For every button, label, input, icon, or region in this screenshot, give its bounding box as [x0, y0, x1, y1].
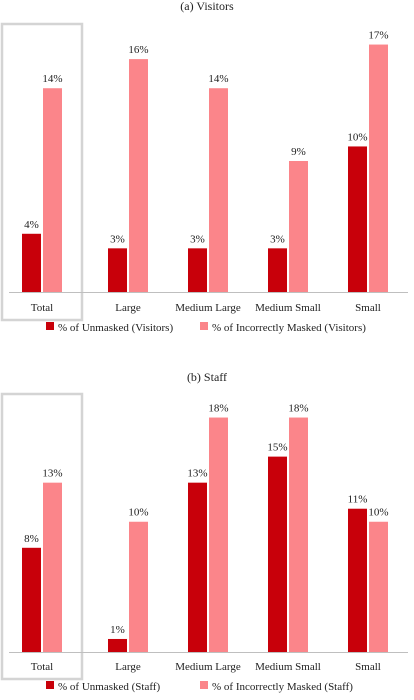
chart-2-data-label-incorrect-4: 10% — [368, 507, 388, 519]
chart-1-bar-incorrect-3 — [289, 161, 308, 292]
chart-1-legend-label-incorrect: % of Incorrectly Masked (Visitors) — [212, 322, 366, 334]
chart-1-tick-label-4: Small — [355, 302, 381, 314]
chart-1-title: (a) Visitors — [180, 0, 234, 13]
chart-2-bar-incorrect-0 — [43, 482, 62, 652]
chart-2-legend-swatch-unmasked — [46, 681, 54, 689]
chart-2-data-label-unmasked-4: 11% — [348, 494, 368, 506]
chart-1-highlight-box — [0, 22, 84, 322]
chart-2-legend-swatch-incorrect — [200, 681, 208, 689]
chart-1-data-label-incorrect-1: 16% — [128, 44, 148, 56]
chart-1-legend-swatch-unmasked — [46, 322, 54, 330]
chart-2-tick-label-3: Medium Small — [255, 661, 321, 673]
chart-1-data-label-incorrect-3: 9% — [291, 146, 306, 158]
chart-2-bar-incorrect-2 — [209, 417, 228, 652]
chart-1-data-label-unmasked-0: 4% — [24, 219, 39, 231]
chart-2-data-label-incorrect-2: 18% — [208, 403, 228, 415]
chart-2-data-label-unmasked-1: 1% — [110, 624, 125, 636]
chart-1-data-label-incorrect-0: 14% — [42, 73, 62, 85]
chart-2-data-label-incorrect-0: 13% — [42, 468, 62, 480]
chart-2-data-label-unmasked-0: 8% — [24, 533, 39, 545]
chart-2-bar-unmasked-4 — [348, 508, 367, 652]
chart-1-tick-label-2: Medium Large — [175, 302, 241, 314]
chart-1-data-label-unmasked-3: 3% — [270, 233, 285, 245]
chart-1-bar-unmasked-1 — [108, 248, 127, 292]
chart-1-tick-label-0: Total — [31, 302, 53, 314]
chart-1-bar-incorrect-1 — [129, 59, 148, 292]
chart-2-data-label-incorrect-3: 18% — [288, 403, 308, 415]
chart-1-legend-swatch-incorrect — [200, 322, 208, 330]
chart-1-data-label-unmasked-2: 3% — [190, 233, 205, 245]
chart-2-title: (b) Staff — [187, 370, 227, 384]
chart-1-legend-label-unmasked: % of Unmasked (Visitors) — [58, 322, 173, 334]
chart-2-tick-label-4: Small — [355, 661, 381, 673]
chart-1-bar-incorrect-0 — [43, 88, 62, 292]
chart-2-bar-unmasked-0 — [22, 547, 41, 652]
chart-1-bar-unmasked-0 — [22, 233, 41, 292]
chart-1-bar-unmasked-4 — [348, 146, 367, 292]
chart-1-data-label-incorrect-2: 14% — [208, 73, 228, 85]
chart-2-bar-incorrect-3 — [289, 417, 308, 652]
chart-2-tick-label-1: Large — [115, 661, 141, 673]
chart-1-bar-unmasked-3 — [268, 248, 287, 292]
chart-1-bar-incorrect-2 — [209, 88, 228, 292]
chart-2-tick-label-0: Total — [31, 661, 53, 673]
chart-1-bar-unmasked-2 — [188, 248, 207, 292]
chart-2-legend-label-unmasked: % of Unmasked (Staff) — [58, 681, 160, 693]
chart-1-tick-label-1: Large — [115, 302, 141, 314]
chart-1-data-label-unmasked-4: 10% — [347, 131, 367, 143]
chart-2-bar-unmasked-1 — [108, 638, 127, 652]
chart-2-data-label-unmasked-2: 13% — [187, 468, 207, 480]
chart-2-highlight-box — [0, 392, 84, 681]
chart-2-bar-unmasked-2 — [188, 482, 207, 652]
chart-2-tick-label-2: Medium Large — [175, 661, 241, 673]
chart-2-bar-unmasked-3 — [268, 456, 287, 652]
chart-1-data-label-unmasked-1: 3% — [110, 233, 125, 245]
chart-2-legend-label-incorrect: % of Incorrectly Masked (Staff) — [212, 681, 353, 693]
chart-1-bar-incorrect-4 — [369, 44, 388, 292]
chart-2-data-label-unmasked-3: 15% — [267, 442, 287, 454]
chart-2-bar-incorrect-1 — [129, 521, 148, 652]
chart-2-data-label-incorrect-1: 10% — [128, 507, 148, 519]
chart-2-bar-incorrect-4 — [369, 521, 388, 652]
chart-1-data-label-incorrect-4: 17% — [368, 30, 388, 42]
chart-1-tick-label-3: Medium Small — [255, 302, 321, 314]
